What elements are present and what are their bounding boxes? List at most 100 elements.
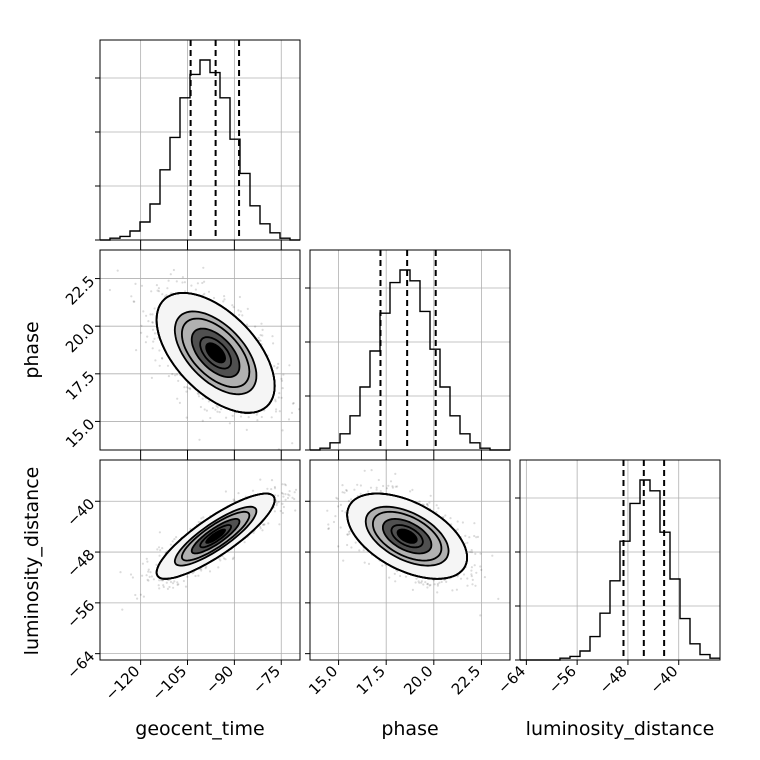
scatter-point xyxy=(350,546,353,549)
scatter-point xyxy=(385,487,389,490)
histogram-luminosity_distance xyxy=(520,479,720,661)
scatter-point xyxy=(411,488,414,491)
scatter-point xyxy=(140,331,143,334)
scatter-point xyxy=(189,388,192,391)
scatter-point xyxy=(342,559,345,562)
scatter-point xyxy=(281,491,284,495)
scatter-point xyxy=(167,279,170,282)
scatter-point xyxy=(245,323,249,326)
scatter-point xyxy=(239,415,243,418)
scatter-point xyxy=(247,416,250,419)
scatter-point xyxy=(119,571,122,574)
scatter-point xyxy=(133,300,136,303)
scatter-point xyxy=(156,548,159,551)
scatter-point xyxy=(347,530,351,533)
scatter-point xyxy=(281,429,284,432)
scatter-point xyxy=(158,587,161,590)
scatter-point xyxy=(177,583,180,586)
scatter-point xyxy=(162,585,165,589)
scatter-point xyxy=(140,284,144,287)
scatter-point xyxy=(327,523,330,526)
scatter-point xyxy=(150,575,153,578)
scatter-point xyxy=(129,573,133,576)
scatter-point xyxy=(200,569,203,572)
scatter-point xyxy=(359,484,362,487)
scatter-point xyxy=(288,364,291,367)
scatter-point xyxy=(451,589,454,592)
scatter-point xyxy=(379,489,382,493)
scatter-point xyxy=(358,549,361,552)
scatter-point xyxy=(202,516,205,519)
scatter-point xyxy=(169,273,172,276)
scatter-point xyxy=(246,307,249,310)
scatter-point xyxy=(294,488,298,491)
scatter-point xyxy=(391,486,394,489)
scatter-point xyxy=(473,564,476,567)
scatter-point xyxy=(394,580,397,583)
scatter-point xyxy=(260,415,263,419)
scatter-point xyxy=(146,335,149,338)
scatter-point xyxy=(282,492,285,495)
scatter-point xyxy=(162,584,165,587)
scatter-point xyxy=(209,416,212,420)
scatter-point xyxy=(359,492,362,495)
panel-2d-geocent_time-vs-luminosity_distance xyxy=(119,478,298,611)
scatter-point xyxy=(491,554,494,557)
scatter-point xyxy=(343,491,346,494)
scatter-point xyxy=(270,479,274,482)
scatter-point xyxy=(418,500,421,503)
scatter-point xyxy=(290,411,294,414)
scatter-point xyxy=(291,442,294,445)
scatter-point xyxy=(291,402,295,405)
scatter-point xyxy=(183,386,186,389)
scatter-point xyxy=(261,334,264,337)
scatter-point xyxy=(432,579,435,582)
scatter-point xyxy=(466,541,469,544)
scatter-point xyxy=(426,582,429,586)
scatter-point xyxy=(470,566,473,569)
scatter-point xyxy=(426,586,429,589)
scatter-point xyxy=(223,298,226,301)
scatter-point xyxy=(263,523,266,526)
scatter-point xyxy=(208,570,212,573)
scatter-point xyxy=(287,493,290,496)
scatter-point xyxy=(415,577,418,580)
scatter-point xyxy=(367,562,371,566)
scatter-point xyxy=(231,414,234,417)
scatter-point xyxy=(437,507,440,510)
scatter-point xyxy=(233,499,236,502)
scatter-point xyxy=(276,502,279,505)
scatter-point xyxy=(291,496,294,499)
scatter-point xyxy=(327,527,330,531)
scatter-point xyxy=(187,387,190,390)
scatter-point xyxy=(232,306,235,309)
scatter-point xyxy=(273,365,276,368)
scatter-point xyxy=(151,321,154,324)
scatter-point xyxy=(381,564,384,567)
scatter-point xyxy=(172,586,175,589)
scatter-point xyxy=(197,520,200,524)
scatter-point xyxy=(326,509,329,512)
scatter-point xyxy=(283,483,286,486)
scatter-point xyxy=(203,280,206,283)
scatter-point xyxy=(479,565,482,568)
scatter-point xyxy=(275,367,278,370)
scatter-point xyxy=(456,520,459,523)
x-axis-label-luminosity-distance: luminosity_distance xyxy=(526,718,715,740)
scatter-point xyxy=(218,411,221,414)
scatter-point xyxy=(337,545,340,548)
scatter-point xyxy=(394,485,397,488)
scatter-point xyxy=(276,366,279,369)
scatter-point xyxy=(455,588,458,591)
scatter-point xyxy=(327,527,330,530)
scatter-point xyxy=(470,575,473,578)
scatter-point xyxy=(166,587,169,591)
scatter-point xyxy=(134,282,137,285)
scatter-point xyxy=(205,409,208,412)
scatter-point xyxy=(178,401,181,404)
scatter-point xyxy=(181,276,184,279)
scatter-point xyxy=(183,281,186,284)
scatter-point xyxy=(288,494,291,497)
scatter-point xyxy=(270,416,273,419)
scatter-point xyxy=(287,418,291,421)
